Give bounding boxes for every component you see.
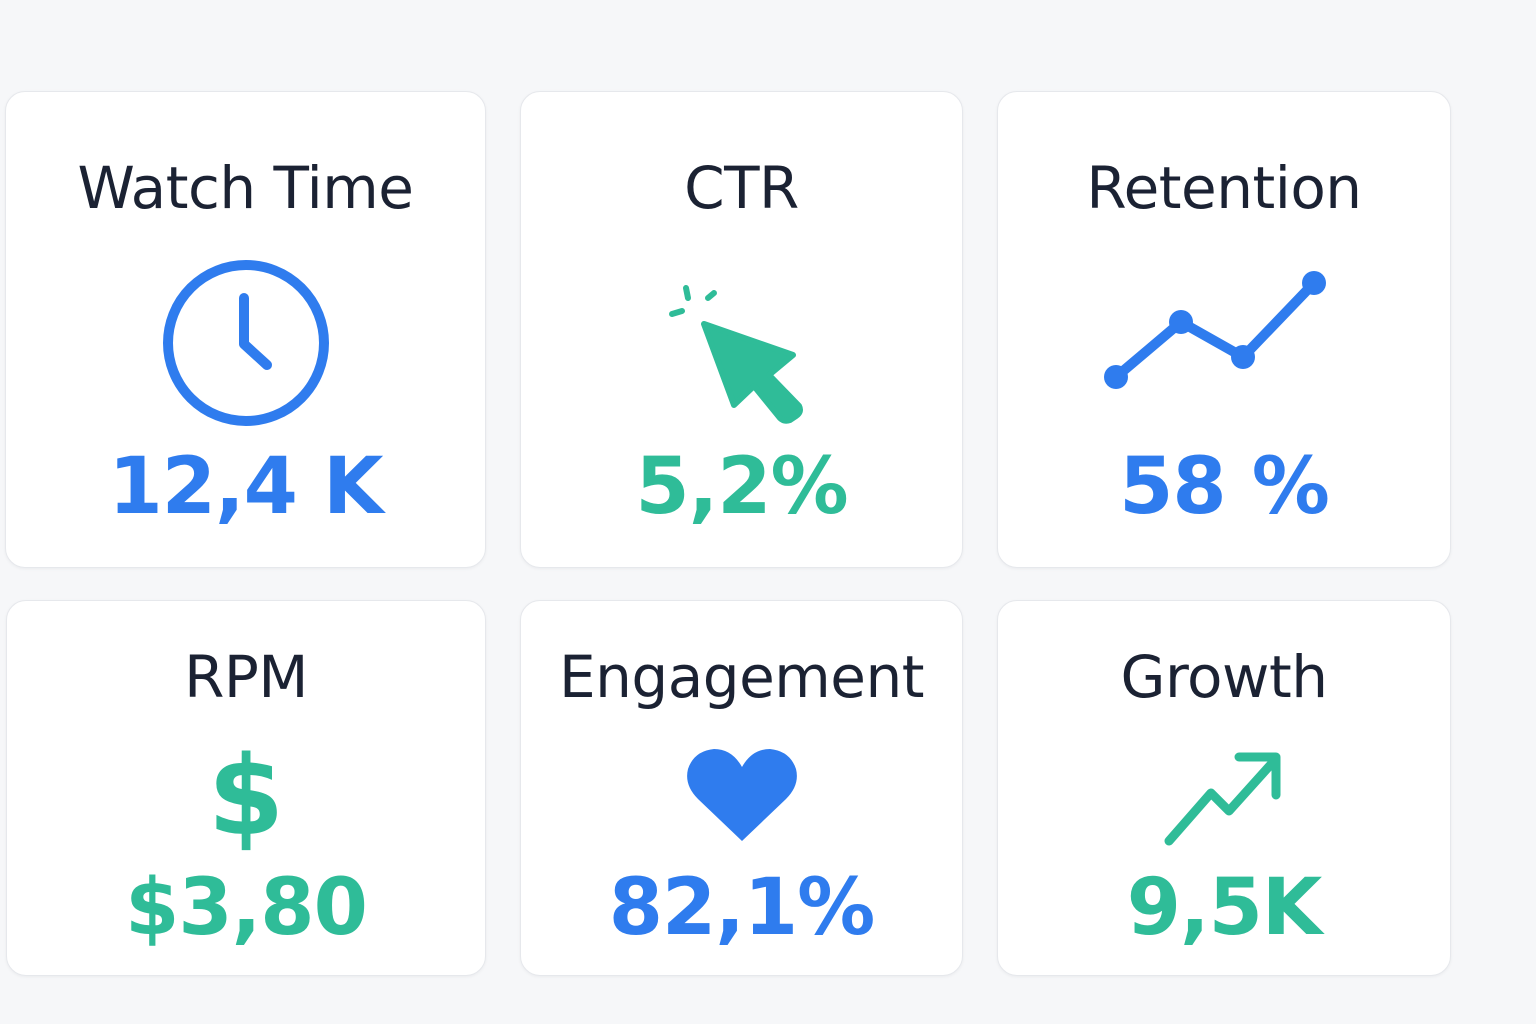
card-value: 82,1% — [608, 863, 876, 953]
clock-icon — [6, 250, 485, 430]
card-title: RPM — [184, 643, 308, 711]
card-value: 9,5K — [1126, 863, 1323, 953]
card-title: Watch Time — [77, 154, 414, 222]
trending-up-icon — [998, 741, 1450, 851]
card-title: Growth — [1120, 643, 1328, 711]
card-value: 12,4 K — [108, 442, 383, 532]
card-title: CTR — [684, 154, 799, 222]
line-chart-icon — [998, 250, 1450, 430]
card-title: Engagement — [559, 643, 924, 711]
metric-card-rpm: RPM $ $3,80 — [6, 600, 486, 976]
metric-card-retention: Retention 58 % — [997, 91, 1451, 568]
dollar-icon: $ — [7, 741, 485, 851]
metric-card-watch-time: Watch Time 12,4 K — [5, 91, 486, 568]
cursor-click-icon — [521, 250, 962, 430]
card-value: 5,2% — [635, 442, 848, 532]
card-value: 58 % — [1119, 442, 1330, 532]
metric-card-ctr: CTR 5,2% — [520, 91, 963, 568]
card-title: Retention — [1086, 154, 1362, 222]
heart-icon — [521, 741, 962, 851]
dollar-glyph: $ — [207, 732, 285, 860]
card-value: $3,80 — [125, 863, 368, 953]
metric-card-growth: Growth 9,5K — [997, 600, 1451, 976]
metric-card-engagement: Engagement 82,1% — [520, 600, 963, 976]
